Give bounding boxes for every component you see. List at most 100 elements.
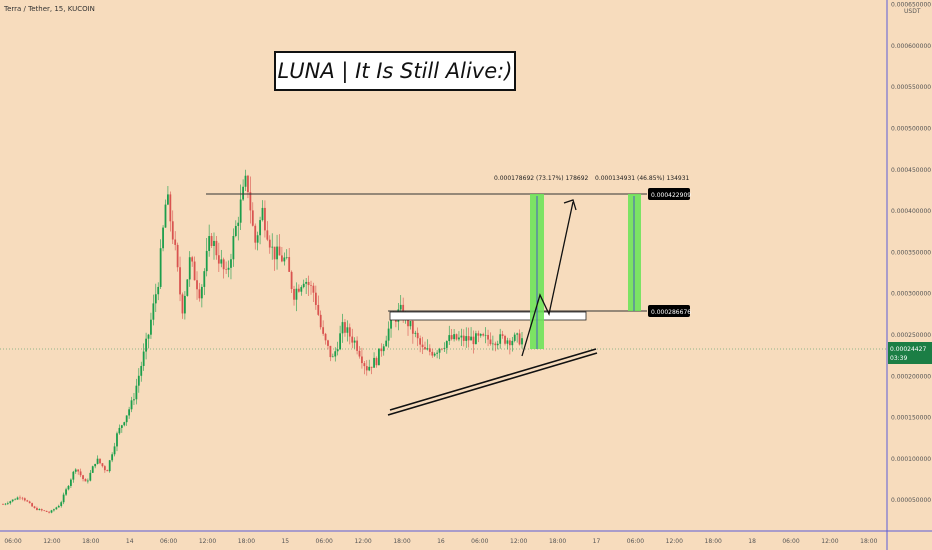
candle-up xyxy=(491,343,494,345)
candle-up xyxy=(67,485,70,490)
candle-up xyxy=(147,334,150,339)
candle-up xyxy=(373,357,375,368)
candle-up xyxy=(74,469,77,472)
candle-down xyxy=(421,344,424,348)
candle-up xyxy=(159,248,162,287)
candle-up xyxy=(479,334,482,336)
projection-path xyxy=(521,201,574,357)
y-tick-label: 0.000650000 xyxy=(891,2,931,9)
x-tick-label: 12:00 xyxy=(510,538,527,545)
candle-down xyxy=(225,269,228,270)
x-tick-label: 18 xyxy=(748,538,756,545)
candle-up xyxy=(203,271,206,287)
candle-down xyxy=(176,244,179,268)
y-axis-unit: USDT xyxy=(904,8,921,15)
candle-up xyxy=(50,510,53,513)
y-tick-label: 0.000300000 xyxy=(891,291,931,298)
candle-down xyxy=(169,194,172,222)
candle-up xyxy=(150,319,152,335)
candle-down xyxy=(21,497,24,499)
svg-text:03:39: 03:39 xyxy=(890,355,907,362)
candle-up xyxy=(130,400,133,410)
candle-up xyxy=(133,399,135,401)
candle-up xyxy=(14,499,17,501)
y-axis-ticks: 0.000650000 0.000600000 0.000550000 0.00050… xyxy=(891,2,931,505)
candle-down xyxy=(198,289,201,299)
candle-down xyxy=(462,335,465,341)
candle-down xyxy=(419,338,422,345)
candle-up xyxy=(65,489,67,495)
support-trendline-upper xyxy=(389,348,597,411)
candle-down xyxy=(247,175,249,193)
candle-up xyxy=(409,321,412,327)
candle-down xyxy=(351,336,354,343)
candle-up xyxy=(128,409,131,416)
candle-down xyxy=(324,333,327,341)
candle-down xyxy=(477,333,480,336)
candle-down xyxy=(19,497,21,499)
x-tick-label: 06:00 xyxy=(160,538,177,545)
y-tick-label: 0.000050000 xyxy=(891,497,931,504)
candle-down xyxy=(329,345,332,358)
candle-up xyxy=(232,235,235,260)
candle-up xyxy=(60,502,63,506)
candle-down xyxy=(288,257,291,272)
candle-down xyxy=(370,366,373,368)
candle-up xyxy=(521,338,523,345)
candle-up xyxy=(516,333,519,335)
x-tick-label: 18:00 xyxy=(393,538,410,545)
candle-up xyxy=(368,366,371,371)
candle-up xyxy=(239,199,242,223)
candle-down xyxy=(36,508,38,511)
candle-down xyxy=(314,292,317,305)
candle-up xyxy=(399,304,402,310)
y-tick-label: 0.000150000 xyxy=(891,415,931,422)
candle-up xyxy=(378,348,380,366)
measurement-label-secondary: 0.000134931 (46.85%) 134931 xyxy=(595,175,690,182)
candle-down xyxy=(79,471,82,476)
candle-down xyxy=(193,261,196,281)
candle-up xyxy=(62,494,65,503)
candle-down xyxy=(249,192,252,211)
x-tick-label: 16 xyxy=(437,538,445,545)
candle-up xyxy=(183,295,186,314)
x-tick-label: 14 xyxy=(126,538,134,545)
x-tick-label: 06:00 xyxy=(627,538,644,545)
candle-down xyxy=(358,350,361,357)
y-tick-label: 0.000550000 xyxy=(891,84,931,91)
candle-up xyxy=(458,337,460,340)
candlesticks xyxy=(2,169,523,514)
x-tick-label: 12:00 xyxy=(199,538,216,545)
candle-up xyxy=(53,509,55,511)
breakout-range-box xyxy=(389,311,587,321)
candle-up xyxy=(135,385,138,400)
candle-up xyxy=(448,335,451,342)
candle-down xyxy=(327,340,329,346)
price-tag-upper: 0.000422909 xyxy=(648,188,691,200)
candle-down xyxy=(518,333,521,345)
candle-down xyxy=(290,271,293,289)
candle-down xyxy=(344,322,346,333)
candle-down xyxy=(411,321,414,334)
x-tick-label: 12:00 xyxy=(821,538,838,545)
x-tick-label: 18:00 xyxy=(82,538,99,545)
candle-up xyxy=(470,336,472,341)
x-tick-label: 17 xyxy=(593,538,601,545)
candle-down xyxy=(319,314,322,328)
candle-up xyxy=(113,446,116,455)
candle-down xyxy=(196,280,198,290)
candle-down xyxy=(494,343,497,346)
x-tick-label: 12:00 xyxy=(354,538,371,545)
candle-down xyxy=(375,357,378,366)
candle-up xyxy=(237,222,240,226)
x-tick-label: 12:00 xyxy=(666,538,683,545)
candle-up xyxy=(55,507,58,510)
candle-up xyxy=(116,433,118,447)
candle-up xyxy=(120,425,123,428)
candle-down xyxy=(82,475,84,480)
candle-down xyxy=(40,509,43,511)
candle-down xyxy=(174,239,177,245)
candle-down xyxy=(266,230,269,240)
candle-up xyxy=(70,479,72,486)
